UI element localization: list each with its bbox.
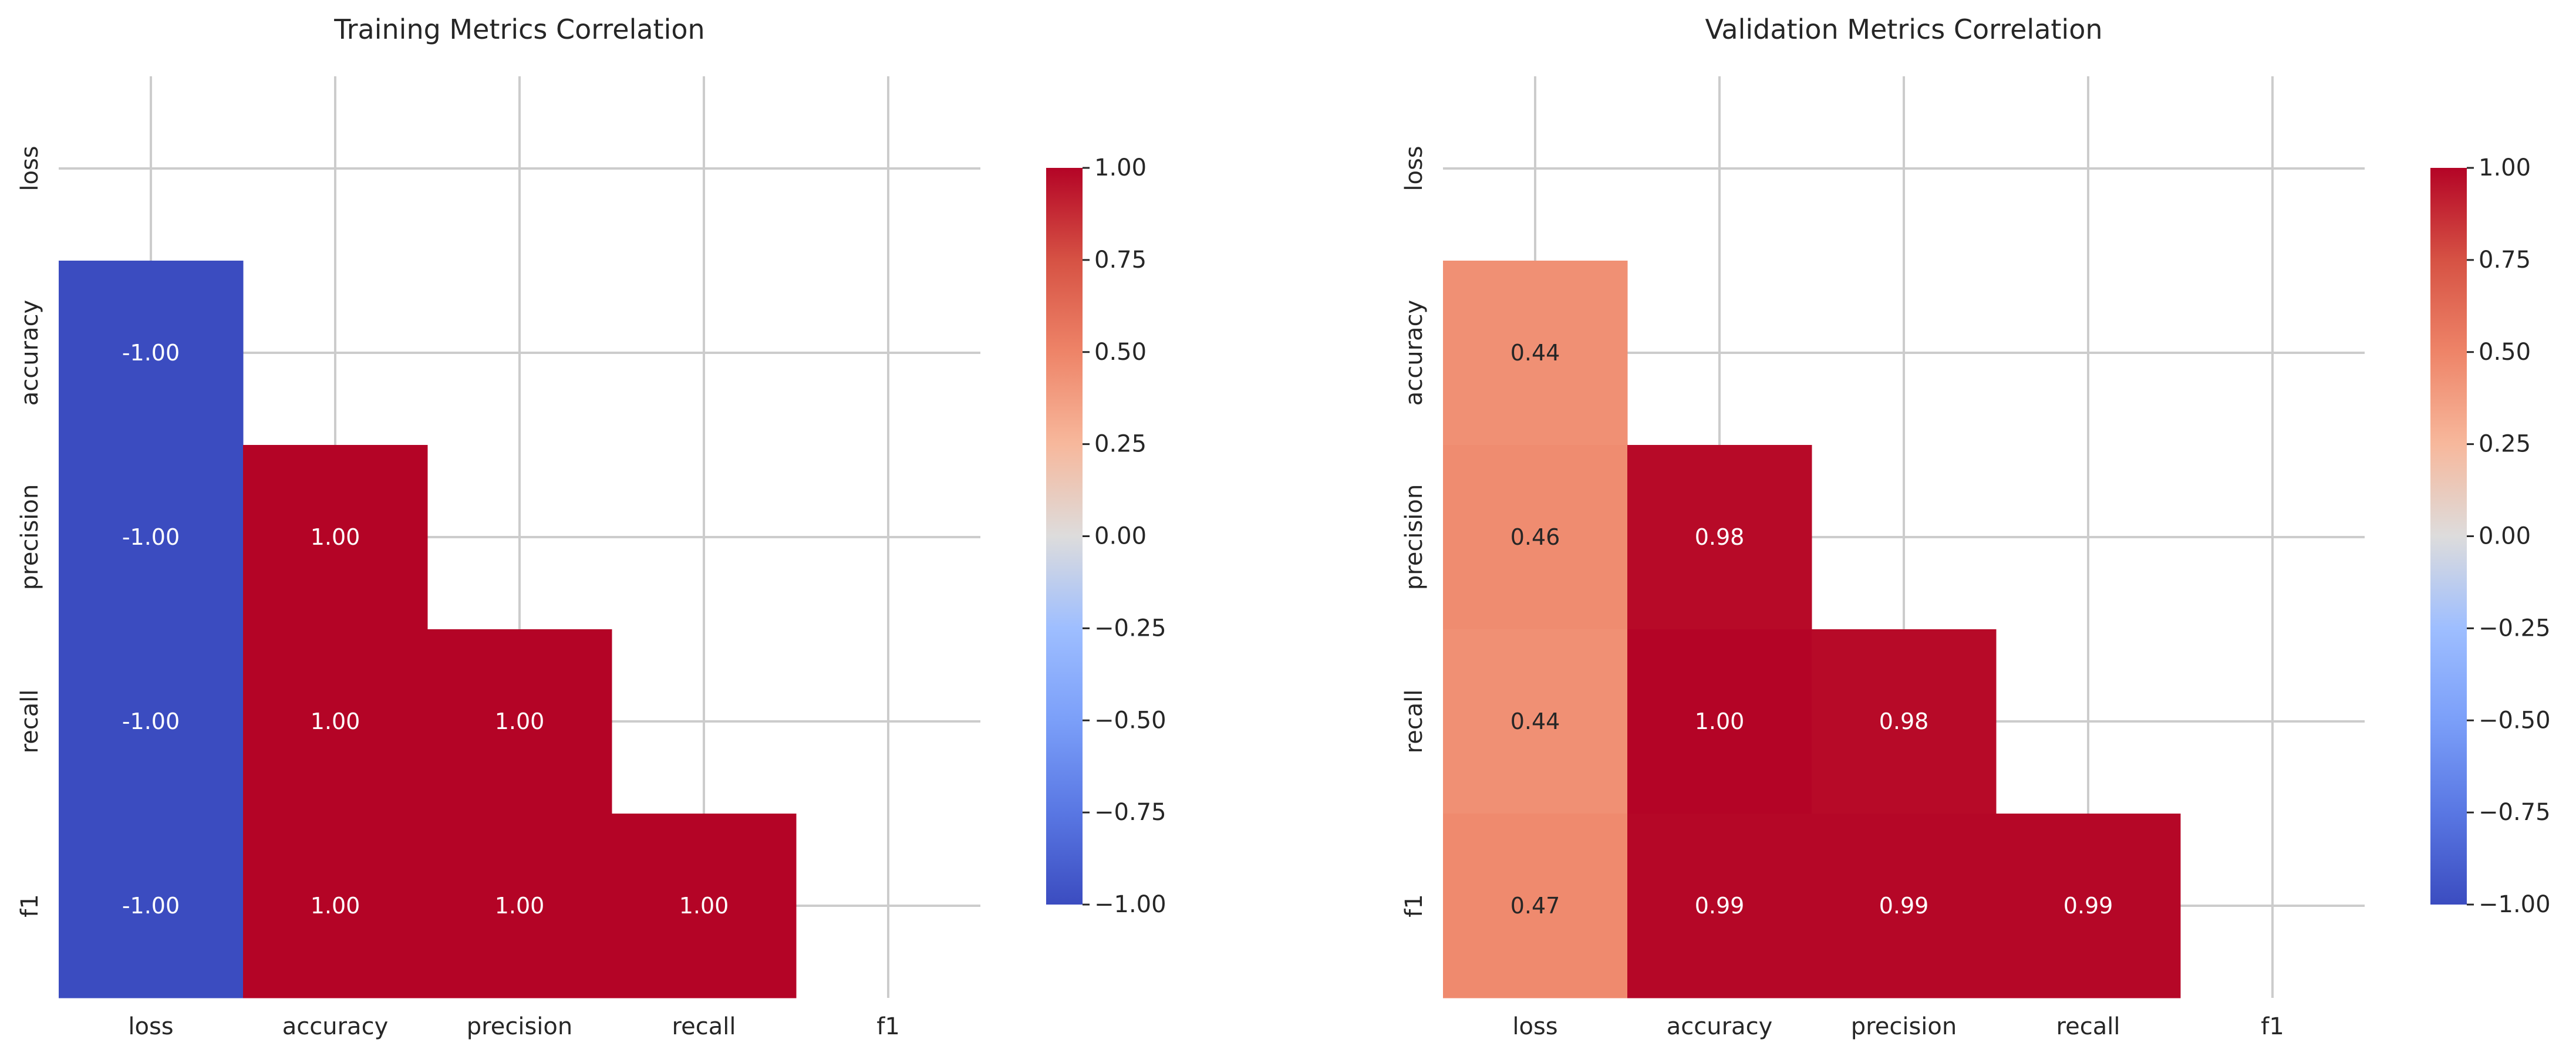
y-tick-label: precision <box>1401 484 1428 590</box>
x-tick-label: accuracy <box>1667 1013 1772 1040</box>
heatmap-cell <box>59 261 244 446</box>
heatmap-cell <box>1443 445 1628 630</box>
cell-value-label: 0.98 <box>1879 709 1929 734</box>
validation-heatmap: Validation Metrics Correlation 0.440.46 0… <box>1401 14 2551 1040</box>
heatmap-cell <box>1996 814 2181 998</box>
y-tick-label: precision <box>16 484 43 590</box>
x-tick-label: precision <box>1851 1013 1957 1040</box>
cell-value-label: -1.00 <box>122 524 180 550</box>
x-tick-label: accuracy <box>282 1013 388 1040</box>
heatmap-cell <box>1627 629 1812 814</box>
colorbar-tick-label: 0.00 <box>1094 523 1147 550</box>
x-tick-label: f1 <box>876 1013 900 1040</box>
heatmap-cell <box>59 445 244 630</box>
heatmap-cell <box>427 814 612 998</box>
training-heatmap: Training Metrics Correlation -1.00 -1.00 1… <box>16 14 1166 1040</box>
colorbar-tick-label: −0.75 <box>1094 799 1166 826</box>
y-tick-label: accuracy <box>16 300 43 406</box>
colorbar-tick-label: 0.25 <box>2479 431 2531 458</box>
colorbar-tick-label: 0.75 <box>2479 247 2531 274</box>
colorbar-tick-label: −0.25 <box>2479 615 2551 642</box>
colorbar-tick-label: −0.25 <box>1094 615 1166 642</box>
chart-title: Training Metrics Correlation <box>333 14 704 45</box>
cell-value-label: 1.00 <box>311 709 360 734</box>
heatmap-cell <box>243 814 428 998</box>
x-tick-label: loss <box>1512 1013 1557 1040</box>
heatmap-cell <box>1443 814 1628 998</box>
x-tick-label: loss <box>128 1013 173 1040</box>
cell-value-label: -1.00 <box>122 893 180 919</box>
colorbar-gradient <box>2430 168 2467 905</box>
heatmap-cell <box>427 629 612 814</box>
cell-value-label: 1.00 <box>495 709 545 734</box>
colorbar-tick-label: 0.75 <box>1094 247 1147 274</box>
x-tick-label: recall <box>2056 1013 2120 1040</box>
y-tick-label: f1 <box>1401 894 1428 917</box>
heatmap-cell <box>59 814 244 998</box>
y-tick-label: accuracy <box>1401 300 1428 406</box>
heatmap-cell <box>1627 445 1812 630</box>
cell-value-label: -1.00 <box>122 709 180 734</box>
colorbar-tick-label: −0.50 <box>2479 707 2551 734</box>
cell-value-label: 0.47 <box>1510 893 1560 919</box>
cell-value-label: 0.99 <box>2064 893 2113 919</box>
y-tick-label: f1 <box>16 894 43 917</box>
colorbar-tick-label: 0.00 <box>2479 523 2531 550</box>
y-tick-label: loss <box>1401 146 1428 191</box>
cell-value-label: 0.99 <box>1879 893 1929 919</box>
heatmap-cells: 0.44 0.46 0.98 0.44 1.00 0.98 0.47 0.99 0.99 0.99 <box>1443 261 2181 998</box>
heatmap-cell <box>243 445 428 630</box>
y-tick-label: loss <box>16 146 43 191</box>
y-tick-labels: loss accuracy precision recall f1 <box>16 146 43 917</box>
cell-value-label: 0.44 <box>1510 340 1560 366</box>
colorbar-tick-label: 1.00 <box>1094 154 1147 181</box>
heatmap-cells: -1.00 -1.00 1.00 -1.00 1.00 1.00 -1.00 1.00 1.00… <box>59 261 797 998</box>
colorbar-tick-label: 1.00 <box>2479 154 2531 181</box>
cell-value-label: 1.00 <box>311 524 360 550</box>
y-tick-labels: loss accuracy precision recall f1 <box>1401 146 1428 917</box>
heatmap-cell <box>1627 814 1812 998</box>
x-tick-label: precision <box>467 1013 572 1040</box>
colorbar-gradient <box>1046 168 1083 905</box>
cell-value-label: 1.00 <box>495 893 545 919</box>
cell-value-label: 1.00 <box>1695 709 1745 734</box>
cell-value-label: 1.00 <box>311 893 360 919</box>
colorbar-tick-label: 0.25 <box>1094 431 1147 458</box>
cell-value-label: 1.00 <box>679 893 729 919</box>
cell-value-label: 0.98 <box>1695 524 1745 550</box>
heatmap-cell <box>1443 261 1628 446</box>
colorbar-tick-label: −0.75 <box>2479 799 2551 826</box>
x-tick-label: recall <box>672 1013 736 1040</box>
x-tick-labels: loss accuracy precision recall f1 <box>1512 1013 2284 1040</box>
heatmap-cell <box>1443 629 1628 814</box>
y-tick-label: recall <box>1401 690 1428 754</box>
x-tick-label: f1 <box>2261 1013 2284 1040</box>
heatmap-cell <box>612 814 797 998</box>
y-tick-label: recall <box>16 690 43 754</box>
heatmap-cell <box>59 629 244 814</box>
heatmap-cell <box>243 629 428 814</box>
colorbar: 1.00 0.75 0.50 0.25 0.00 −0.25 −0.50 −0.75 −1.00 <box>1046 154 1166 918</box>
heatmap-cell <box>1812 814 1997 998</box>
cell-value-label: 0.99 <box>1695 893 1745 919</box>
heatmap-cell <box>1812 629 1997 814</box>
cell-value-label: 0.44 <box>1510 709 1560 734</box>
colorbar: 1.00 0.75 0.50 0.25 0.00 −0.25 −0.50 −0.75 −1.00 <box>2430 154 2551 918</box>
colorbar-tick-label: −1.00 <box>2479 891 2551 918</box>
chart-title: Validation Metrics Correlation <box>1705 14 2102 45</box>
cell-value-label: 0.46 <box>1510 524 1560 550</box>
colorbar-tick-label: 0.50 <box>2479 339 2531 366</box>
colorbar-tick-label: 0.50 <box>1094 339 1147 366</box>
cell-value-label: -1.00 <box>122 340 180 366</box>
colorbar-tick-label: −1.00 <box>1094 891 1166 918</box>
x-tick-labels: loss accuracy precision recall f1 <box>128 1013 899 1040</box>
colorbar-tick-label: −0.50 <box>1094 707 1166 734</box>
